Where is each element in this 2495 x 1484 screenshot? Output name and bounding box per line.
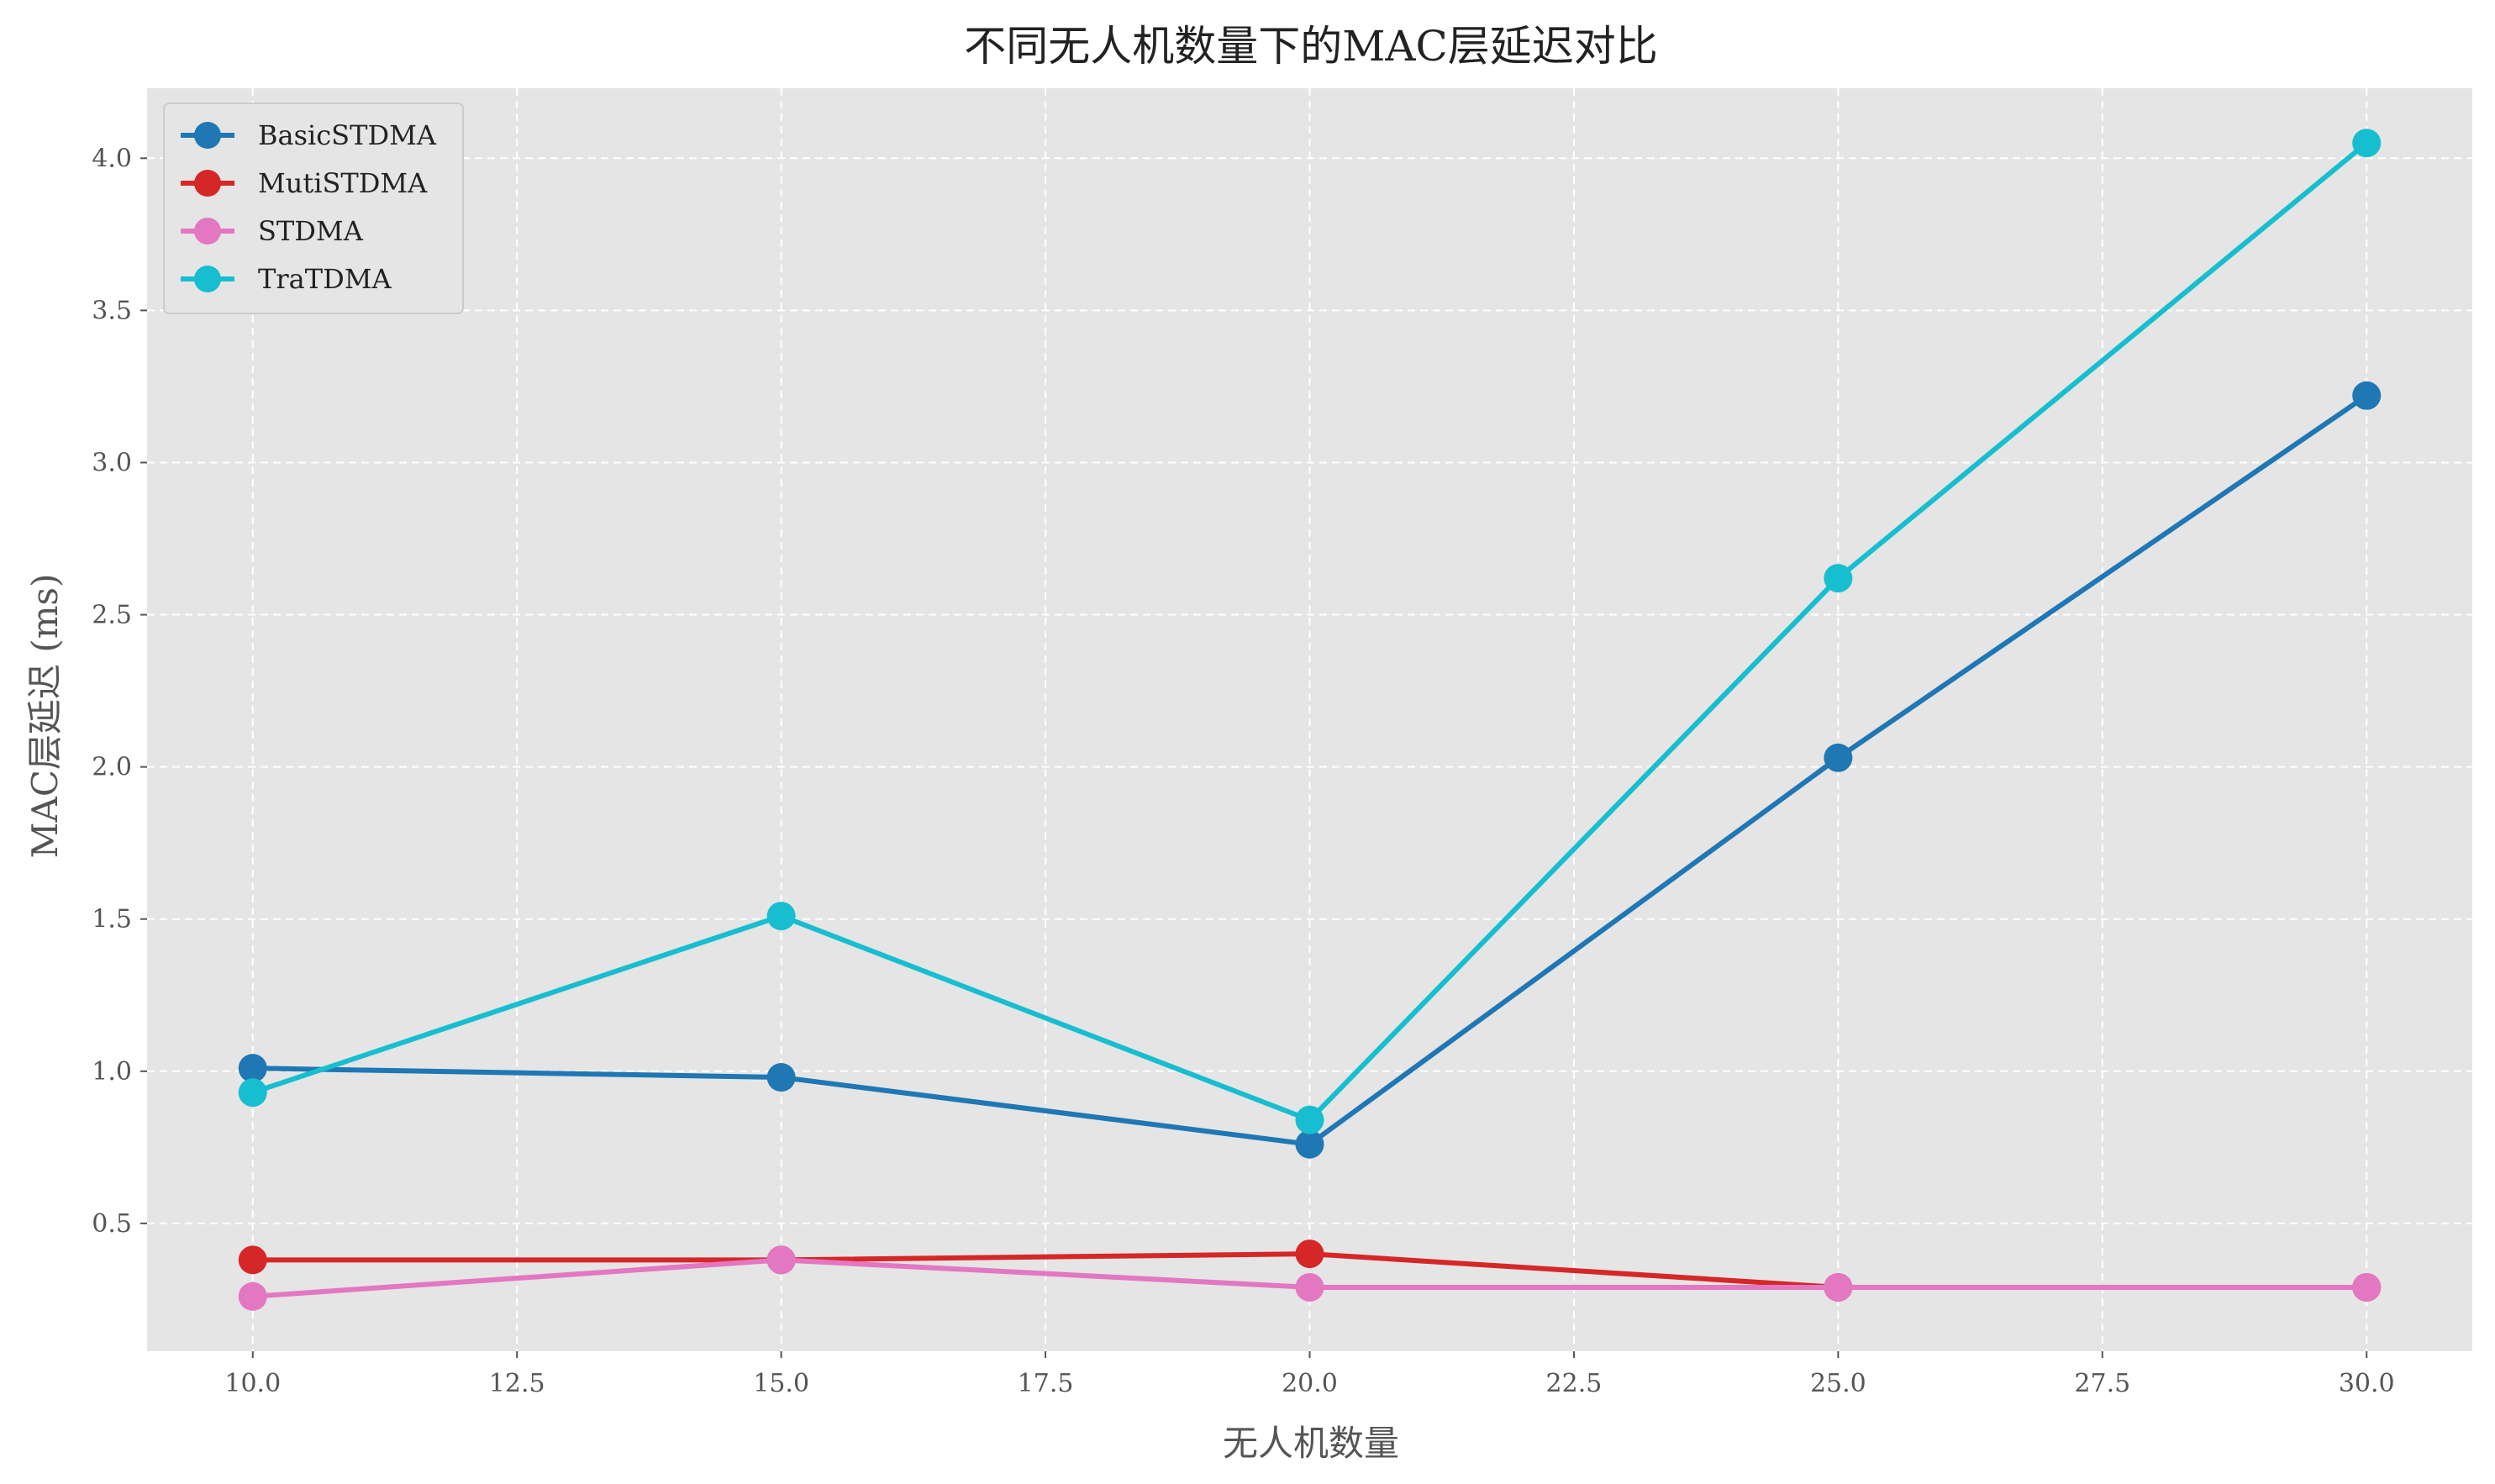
x-tick-label: 12.5 <box>489 1369 545 1398</box>
series-tratdma <box>238 129 2382 1134</box>
data-point <box>1824 564 1853 593</box>
y-tick-label: 1.5 <box>92 905 132 934</box>
legend-item: BasicSTDMA <box>181 119 437 151</box>
data-point <box>238 1281 267 1311</box>
data-point <box>238 1054 267 1083</box>
chart-title: 不同无人机数量下的MAC层延迟对比 <box>964 22 1658 71</box>
legend-box <box>163 103 464 314</box>
grid-lines <box>147 88 2472 1351</box>
legend-label: STDMA <box>258 215 364 247</box>
y-tick-label: 3.0 <box>92 448 132 477</box>
data-point <box>1295 1129 1324 1159</box>
data-point <box>766 1063 796 1092</box>
y-axis-label: MAC层延迟 (ms) <box>24 574 66 859</box>
legend-marker <box>194 170 221 197</box>
legend-label: TraTDMA <box>258 263 392 295</box>
legend-item: TraTDMA <box>181 263 392 295</box>
x-tick-label: 15.0 <box>753 1369 809 1398</box>
x-axis-label: 无人机数量 <box>1223 1423 1399 1464</box>
data-point <box>2352 381 2382 410</box>
data-point <box>2352 1272 2382 1302</box>
y-tick-label: 3.5 <box>92 296 132 325</box>
series-basicstdma <box>238 381 2382 1159</box>
data-point <box>238 1245 267 1275</box>
x-tick-label: 20.0 <box>1282 1369 1338 1398</box>
data-point <box>1824 1272 1853 1302</box>
legend-marker <box>194 122 221 149</box>
y-tick-label: 2.5 <box>92 601 132 630</box>
x-tick-label: 30.0 <box>2339 1369 2395 1398</box>
x-tick-label: 17.5 <box>1018 1369 1074 1398</box>
legend-item: STDMA <box>181 215 364 247</box>
y-tick-label: 4.0 <box>92 144 132 173</box>
legend-label: MutiSTDMA <box>258 167 428 199</box>
series-stdma <box>238 1245 2382 1311</box>
data-point <box>1295 1105 1324 1134</box>
data-point <box>766 1245 796 1275</box>
x-tick-label: 27.5 <box>2074 1369 2130 1398</box>
data-point <box>1824 743 1853 772</box>
legend-marker <box>194 218 221 245</box>
data-point <box>2352 129 2382 158</box>
x-tick-label: 22.5 <box>1546 1369 1603 1398</box>
y-tick-label: 2.0 <box>92 753 132 782</box>
legend-item: MutiSTDMA <box>181 167 428 199</box>
data-point <box>1295 1272 1324 1302</box>
y-tick-label: 0.5 <box>92 1209 132 1239</box>
data-point <box>238 1078 267 1108</box>
data-point <box>1295 1239 1324 1269</box>
x-tick-label: 10.0 <box>224 1369 281 1398</box>
legend-marker <box>194 266 221 292</box>
plot-area: 10.0 12.5 15.0 17.5 20.0 22.5 25.0 27.5 30.0 0.5 1… <box>92 88 2472 1398</box>
y-tick-label: 1.0 <box>92 1057 132 1087</box>
legend-label: BasicSTDMA <box>258 119 437 151</box>
x-tick-label: 25.0 <box>1810 1369 1866 1398</box>
legend: BasicSTDMA MutiSTDMA STDMA TraTDMA <box>163 103 464 314</box>
data-point <box>766 902 796 931</box>
